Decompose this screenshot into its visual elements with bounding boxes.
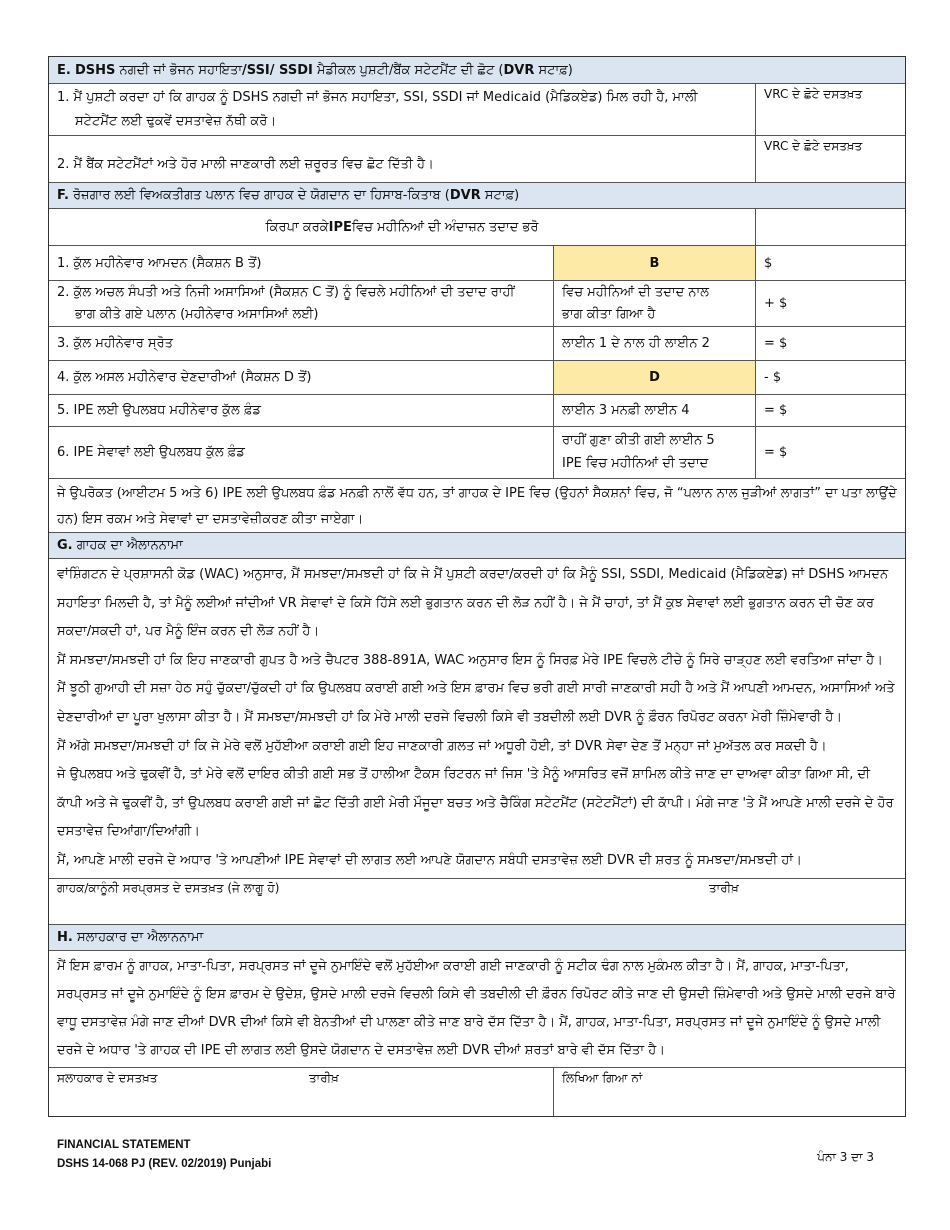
counselor-declaration: ਮੈਂ ਇਸ ਫ਼ਾਰਮ ਨੂੰ ਗਾਹਕ, ਮਾਤਾ-ਪਿਤਾ, ਸਰਪ੍ਰਸ… — [49, 949, 905, 1067]
vrc-initials-field-1[interactable]: VRC ਦੇ ਛੋਟੇ ਦਸਤਖ਼ਤ — [764, 87, 863, 101]
vrc-initials-field-2[interactable]: VRC ਦੇ ਛੋਟੇ ਦਸਤਖ਼ਤ — [764, 139, 863, 153]
section-e-item-2: 2. ਮੈਂ ਬੈਂਕ ਸਟੇਟਮੈਂਟਾਂ ਅਤੇ ਹੋਰ ਮਾਲੀ ਜਾਣਕ… — [49, 135, 905, 182]
months-instruction-row: ਕਿਰਪਾ ਕਰਕੇ IPE ਵਿਚ ਮਹੀਨਿਆਂ ਦੀ ਅੰਦਾਜ਼ਨ ਤਦ… — [49, 208, 905, 245]
calc-row-2: 2. ਕੁੱਲ ਅਚਲ ਸੰਪਤੀ ਅਤੇ ਨਿਜੀ ਅਸਾਸਿਆਂ (ਸੈਕਸ… — [49, 280, 905, 326]
calc-row-4: 4. ਕੁੱਲ ਅਸਲ ਮਹੀਨੇਵਾਰ ਦੇਣਦਾਰੀਆਂ (ਸੈਕਸ਼ਨ D… — [49, 360, 905, 394]
section-e-item-1: 1. ਮੈਂ ਪੁਸ਼ਟੀ ਕਰਦਾ ਹਾਂ ਕਿ ਗਾਹਕ ਨੂੰ DSHS … — [49, 83, 905, 135]
calc-row-5: 5. IPE ਲਈ ਉਪਲਬਧ ਮਹੀਨੇਵਾਰ ਕੁੱਲ ਫ਼ੰਡ ਲਾਈਨ … — [49, 394, 905, 426]
calc-row-1: 1. ਕੁੱਲ ਮਹੀਨੇਵਾਰ ਆਮਦਨ (ਸੈਕਸ਼ਨ B ਤੋਂ) B $ — [49, 245, 905, 280]
section-h-header: H. ਸਲਾਹਕਾਰ ਦਾ ਐਲਾਨਨਾਮਾ — [49, 923, 905, 950]
total-resources-field[interactable]: = $ — [764, 336, 788, 351]
calc-row-6: 6. IPE ਸੇਵਾਵਾਂ ਲਈ ਉਪਲਬਧ ਕੁੱਲ ਫ਼ੰਡ ਰਾਹੀਂ … — [49, 426, 905, 478]
client-signature-field[interactable]: ਗਾਹਕ/ਕਾਨੂੰਨੀ ਸਰਪ੍ਰਸਤ ਦੇ ਦਸਤਖ਼ਤ (ਜੇ ਲਾਗੂ … — [49, 877, 905, 924]
liabilities-field[interactable]: - $ — [764, 370, 782, 385]
monthly-income-field[interactable]: $ — [764, 255, 773, 271]
calc-row-3: 3. ਕੁੱਲ ਮਹੀਨੇਵਾਰ ਸ੍ਰੋਤ ਲਾਈਨ 1 ਦੇ ਨਾਲ ਹੀ … — [49, 326, 905, 360]
section-f-note: ਜੇ ਉਪਰੋਕਤ (ਆਈਟਮ 5 ਅਤੇ 6) IPE ਲਈ ਉਪਲਬਧ ਫ਼… — [49, 478, 905, 532]
total-funds-field[interactable]: = $ — [764, 445, 788, 460]
section-f-header: F. ਰੋਜ਼ਗਾਰ ਲਈ ਵਿਅਕਤੀਗਤ ਪਲਾਨ ਵਿਚ ਗਾਹਕ ਦੇ … — [49, 182, 905, 208]
printed-name-field[interactable]: ਲਿਖਿਆ ਗਿਆ ਨਾਂ — [562, 1070, 643, 1085]
client-declaration: ਵਾਂਸ਼ਿੰਗਟਨ ਦੇ ਪ੍ਰਸ਼ਾਸਨੀ ਕੋਡ (WAC) ਅਨੁਸਾਰ… — [49, 558, 905, 878]
counselor-signature-field[interactable]: ਸਲਾਹਕਾਰ ਦੇ ਦਸਤਖ਼ਤ ਤਾਰੀਖ਼ — [49, 1067, 554, 1116]
monthly-assets-field[interactable]: + $ — [764, 296, 788, 311]
financial-statement-form: E. DSHS ਨਗਦੀ ਜਾਂ ਭੋਜਨ ਸਹਾਇਤਾ/SSI/ SSDI ਮ… — [48, 56, 906, 1117]
section-e-header: E. DSHS ਨਗਦੀ ਜਾਂ ਭੋਜਨ ਸਹਾਇਤਾ/SSI/ SSDI ਮ… — [49, 57, 905, 83]
form-footer: FINANCIAL STATEMENT DSHS 14-068 PJ (REV.… — [57, 1139, 272, 1170]
months-in-ipe-field[interactable] — [756, 209, 905, 245]
page-number: ਪੰਨਾ 3 ਦਾ 3 — [817, 1150, 874, 1164]
monthly-funds-field[interactable]: = $ — [764, 403, 788, 418]
section-g-header: G. ਗਾਹਕ ਦਾ ਐਲਾਨਨਾਮਾ — [49, 532, 905, 558]
counselor-signature-row: ਸਲਾਹਕਾਰ ਦੇ ਦਸਤਖ਼ਤ ਤਾਰੀਖ਼ ਲਿਖਿਆ ਗਿਆ ਨਾਂ — [49, 1066, 905, 1116]
